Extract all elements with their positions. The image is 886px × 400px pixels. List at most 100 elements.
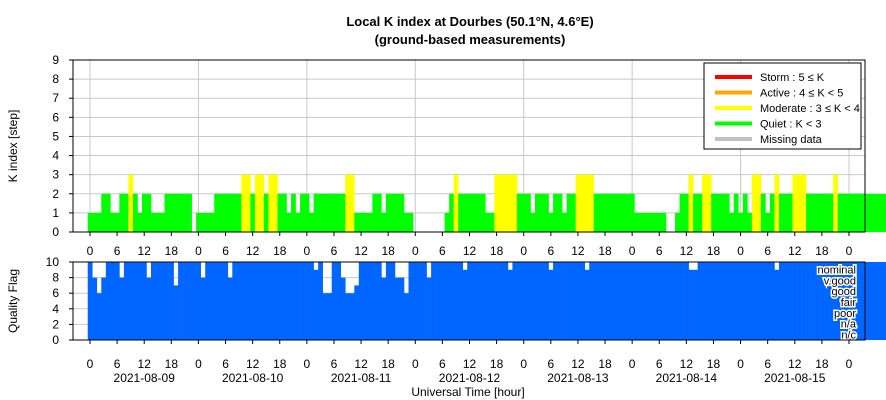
hour-tick-label: 12 [788,244,802,258]
k-index-bar [96,212,102,232]
quality-bar [516,262,522,340]
quality-bar [815,262,820,340]
k-index-bar [245,174,251,232]
k-index-bar [304,193,310,232]
k-index-bar [797,174,802,232]
k-index-bar [562,212,567,232]
quality-level-label: v.good [824,275,856,287]
k-index-bar [837,193,843,232]
quality-bar [372,262,378,340]
quality-bar [738,262,744,340]
quality-bar [602,262,608,340]
hour-tick-label: 6 [547,244,554,258]
quality-bar [539,262,545,340]
quality-level-label: poor [834,308,856,320]
k-index-bar [851,193,857,232]
quality-bar [282,262,287,340]
hour-tick-label: 12 [354,357,368,371]
k-index-bar [535,193,540,232]
k-index-bar [629,193,635,232]
quality-bar [661,262,667,340]
quality-y-tick-label: 2 [52,317,59,331]
quality-bar [169,262,174,340]
hour-tick-label: 18 [165,244,179,258]
quality-bar [101,277,107,340]
quality-bar [616,262,622,340]
quality-bar [150,262,156,340]
hour-tick-label: 0 [87,357,94,371]
quality-bar [530,262,536,340]
k-index-bar [354,212,360,232]
quality-bar [471,262,477,340]
k-index-bar [553,193,558,232]
quality-bar [756,262,762,340]
k-index-bar [160,212,165,232]
legend: Storm : 5 ≤ K Active : 4 ≤ K < 5 Moderate … [703,62,862,150]
k-index-bar [634,212,640,232]
hour-tick-label: 12 [354,244,368,258]
quality-bar [629,262,635,340]
quality-y-tick-label: 6 [52,286,59,300]
k-index-bar [403,212,409,232]
hour-tick-label: 12 [680,357,694,371]
k-index-bar [241,174,247,232]
k-index-bar [187,193,192,232]
quality-bar [286,262,292,340]
k-index-bar [769,193,775,232]
quality-bar [670,262,676,340]
quality-bar [656,262,662,340]
k-index-bar [444,212,450,232]
quality-bar [354,285,360,340]
k-index-bar [480,193,486,232]
quality-bar [566,262,572,340]
k-y-tick-label: 6 [52,110,59,124]
quality-bar [426,277,432,340]
quality-y-tick-label: 4 [52,302,59,316]
k-index-bar [638,212,644,232]
quality-bar [553,262,558,340]
quality-bar [557,262,563,340]
k-index-bar [200,212,206,232]
k-index-bar [250,193,256,232]
k-index-y-label: K index [step] [6,110,20,183]
k-index-bar [824,193,829,232]
k-y-tick-label: 8 [52,72,59,86]
hour-tick-label: 6 [222,244,229,258]
hour-tick-label: 0 [412,244,419,258]
k-index-bar [702,174,707,232]
k-index-bar [286,212,292,232]
k-index-bar [521,193,527,232]
k-index-bar [345,174,351,232]
quality-bar [684,262,689,340]
quality-bar [598,262,604,340]
quality-bar [462,269,468,340]
quality-bar [376,262,382,340]
hour-tick-label: 6 [114,244,121,258]
quality-bar [132,262,138,340]
k-index-bar [733,193,739,232]
hour-tick-label: 18 [490,357,504,371]
quality-bar [733,262,739,340]
quality-bar [268,262,274,340]
quality-bar [878,262,884,340]
k-index-bar [254,174,260,232]
k-index-bar [489,212,495,232]
quality-bar [182,262,188,340]
quality-bar [580,262,586,340]
quality-hour-ticks: 0 6 12 18 0 6 12 18 0 6 12 18 0 6 12 18 0 6 12 18 0 6 12 18 0 6 12… [87,340,853,371]
hour-tick-label: 0 [304,244,311,258]
k-index-bar [164,193,170,232]
k-index-bar [507,174,513,232]
quality-bar [431,262,436,340]
quality-bar [620,262,626,340]
k-index-y-axis: 0 1 2 3 4 5 6 7 8 9 [52,53,73,239]
k-index-bar [661,212,667,232]
quality-bar [155,262,161,340]
k-index-bar [367,212,373,232]
k-index-bar [209,212,215,232]
k-index-bar [223,193,229,232]
quality-bar [480,262,486,340]
k-index-bar [602,193,608,232]
quality-bar [575,262,581,340]
k-index-bar [815,193,820,232]
